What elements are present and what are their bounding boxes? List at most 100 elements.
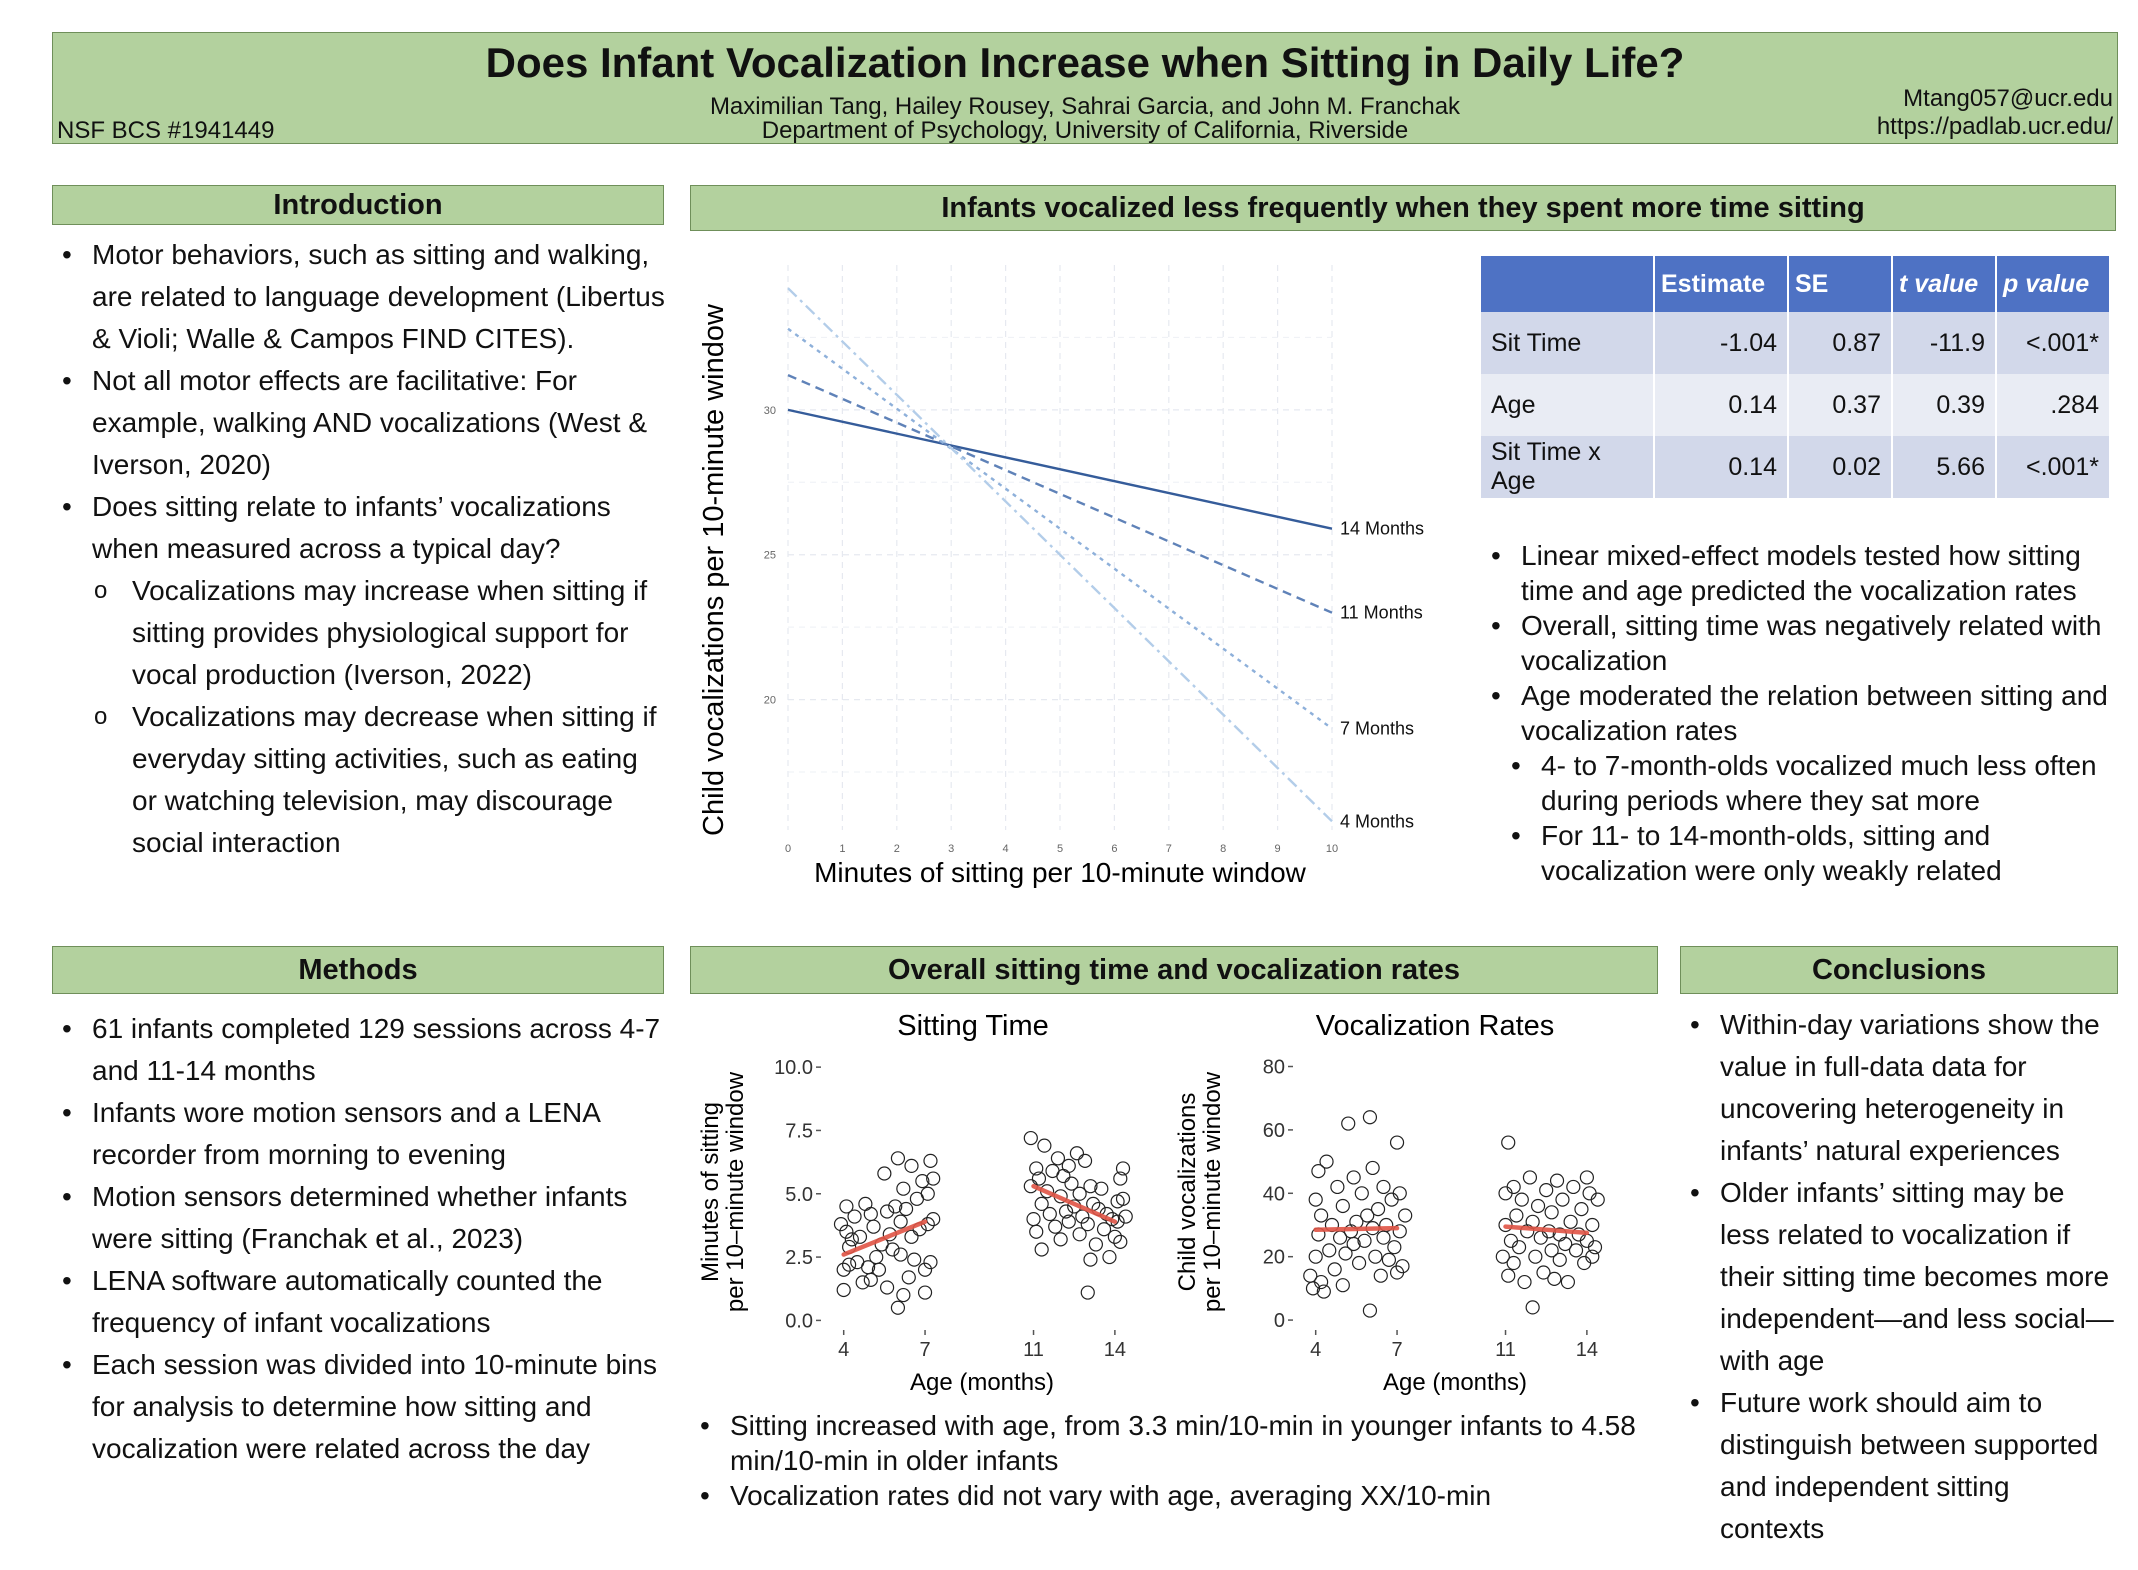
table-cell: Age [1481,374,1655,436]
x-tick-label: 14 [1104,1339,1126,1361]
data-point [915,1174,930,1189]
data-point [1370,1202,1386,1217]
data-point [1113,1234,1128,1249]
data-point [1107,1229,1122,1244]
table-header-cell: SE [1788,256,1893,312]
data-point [901,1270,916,1285]
data-point [896,1181,911,1196]
data-point [1357,1233,1372,1248]
data-point [1587,1240,1603,1255]
vocalization-y-label-line1: Child vocalizations [1174,1093,1201,1292]
data-point [1314,1208,1329,1223]
y-tick-label: 7.5 [785,1120,813,1142]
data-point [1113,1171,1128,1186]
y-tick-label: 30 [764,405,776,417]
data-point [1034,1242,1049,1257]
data-point [1503,1233,1519,1248]
data-point [1568,1243,1584,1258]
table-header-cell: p value [1996,256,2111,312]
data-point [839,1199,854,1214]
data-point [1088,1237,1103,1252]
data-point [1115,1191,1131,1206]
intro-subbullet: Vocalizations may increase when sitting … [92,570,667,696]
intro-bullet: Does sitting relate to infants’ vocaliza… [52,486,667,864]
data-point [1058,1204,1074,1219]
data-point [1563,1214,1578,1229]
x-tick-label: 7 [1166,843,1172,855]
data-point [1102,1249,1117,1265]
table-cell: Sit Time [1481,312,1655,374]
data-point [1381,1252,1397,1267]
model-results-table: Estimate SE t value p value Sit Time -1.… [1481,256,2111,498]
email-link[interactable]: Mtang057@ucr.edu [1903,85,2113,112]
x-tick-label: 11 [1495,1339,1516,1361]
table-header-cell: t value [1892,256,1997,312]
x-tick-label: 2 [894,843,900,855]
data-point [1368,1249,1383,1264]
line-chart-grid [787,265,1333,830]
methods-bullet: Motion sensors determined whether infant… [52,1176,667,1260]
data-point [1582,1186,1597,1201]
results-subbullet: 4- to 7-month-olds vocalized much less o… [1501,748,2121,818]
methods-bullet: Each session was divided into 10-minute … [52,1344,667,1470]
lab-url-link[interactable]: https://padlab.ucr.edu/ [1876,113,2113,140]
table-cell: -1.04 [1654,312,1789,374]
results-bullet-text: Age moderated the relation between sitti… [1521,680,2108,746]
data-point [1061,1158,1076,1174]
data-point [888,1199,903,1214]
x-tick-label: 10 [1326,843,1338,855]
conclusion-bullet: Older infants’ sitting may be less relat… [1680,1172,2120,1382]
data-point [1376,1179,1391,1195]
x-tick-label: 4 [1310,1339,1321,1361]
data-point [1064,1176,1079,1191]
trend-line [1503,1224,1590,1236]
data-point [1530,1198,1546,1214]
data-point [1539,1183,1554,1198]
series-line [787,408,1333,530]
data-point [1314,1274,1329,1290]
data-point [1376,1230,1391,1245]
results-bullet: Vocalization rates did not vary with age… [690,1478,1660,1513]
data-point [1506,1255,1521,1271]
data-point [1590,1192,1605,1207]
data-point [1392,1224,1407,1239]
data-point [1525,1300,1540,1315]
data-point [847,1209,862,1224]
table-cell: 0.14 [1654,374,1789,436]
data-point [871,1262,887,1277]
conclusions-header: Conclusions [1680,946,2118,994]
methods-section: 61 infants completed 129 sessions across… [52,1008,667,1470]
line-chart-series [787,287,1333,823]
data-point [1514,1192,1529,1207]
vocalization-x-label: Age (months) [1383,1369,1527,1396]
data-point [1026,1211,1041,1227]
data-point [1536,1265,1551,1280]
table-cell: Sit Time x Age [1481,436,1655,498]
table-row: Sit Time x Age 0.14 0.02 5.66 <.001* [1481,436,2111,498]
data-point [1308,1249,1323,1264]
data-point [1029,1161,1044,1176]
data-point [1077,1153,1093,1168]
methods-header: Methods [52,946,664,994]
table-cell: .284 [1996,374,2111,436]
y-tick-label: 0 [1274,1310,1285,1332]
x-tick-label: 0 [785,843,791,855]
data-point [877,1166,892,1181]
data-point [904,1158,919,1174]
grant-number: NSF BCS #1941449 [57,117,275,144]
stats-table: Estimate SE t value p value Sit Time -1.… [1481,256,2111,498]
data-point [1574,1202,1589,1217]
data-point [923,1153,938,1168]
trend-line [1313,1225,1400,1232]
data-point [1072,1186,1087,1201]
vocalization-y-label-line2: per 10–minute window [1199,1071,1226,1312]
data-point [1346,1170,1361,1185]
y-tick-label: 20 [1263,1247,1285,1269]
data-point [1365,1160,1380,1176]
data-point [842,1257,857,1272]
y-tick-label: 10.0 [774,1057,813,1079]
x-tick-label: 9 [1275,843,1281,855]
data-point [836,1262,851,1277]
results-overall-bullets: Sitting increased with age, from 3.3 min… [690,1408,1660,1513]
data-point [863,1272,878,1287]
